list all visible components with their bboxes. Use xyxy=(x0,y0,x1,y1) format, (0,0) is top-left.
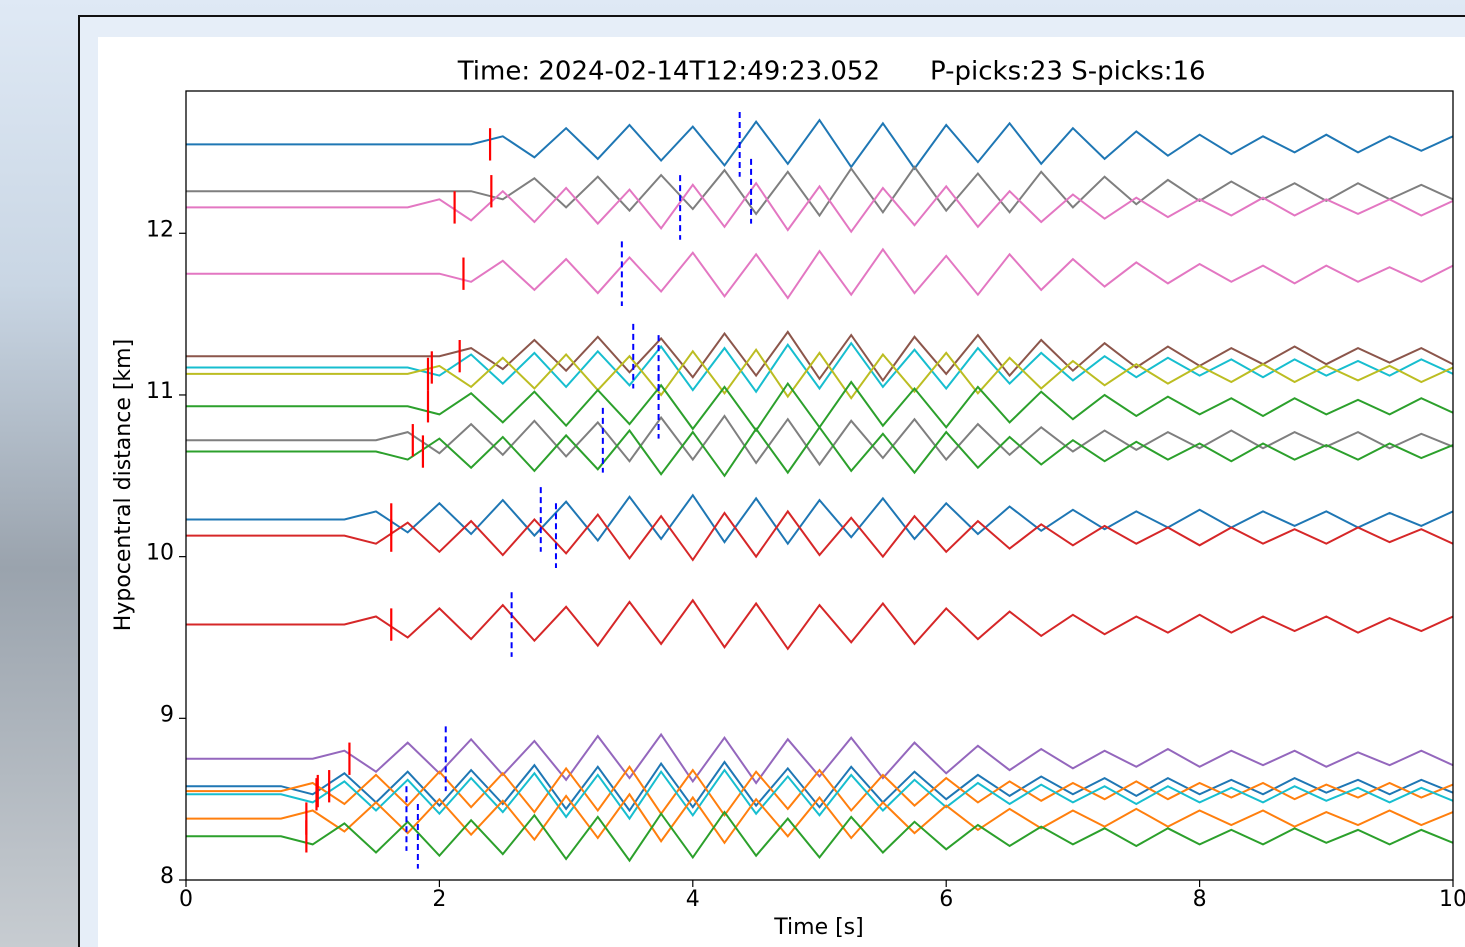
y-tick-label: 9 xyxy=(160,702,174,727)
y-tick-label: 12 xyxy=(146,217,174,242)
traces xyxy=(186,112,1453,869)
x-tick-label: 0 xyxy=(179,887,193,912)
y-tick-label: 8 xyxy=(160,864,174,889)
plot-frame xyxy=(185,90,1454,881)
waveform xyxy=(186,509,1453,562)
figure xyxy=(98,37,1465,947)
waveform xyxy=(186,768,1453,821)
waveform xyxy=(186,810,1453,863)
waveform xyxy=(186,414,1453,467)
waveform xyxy=(186,425,1453,478)
waveform xyxy=(186,165,1453,218)
chart-subtitle: P-picks:23 S-picks:16 xyxy=(930,57,1206,87)
waveform xyxy=(186,330,1453,383)
waveform xyxy=(186,792,1453,845)
waveform xyxy=(186,598,1453,651)
chart-title: Time: 2024-02-14T12:49:23.052 xyxy=(457,57,880,87)
waveform xyxy=(186,347,1453,400)
x-tick-label: 6 xyxy=(939,887,953,912)
x-tick-label: 8 xyxy=(1193,887,1207,912)
waveform xyxy=(186,493,1453,546)
waveform xyxy=(186,181,1453,234)
x-tick-label: 10 xyxy=(1439,887,1465,912)
waveform xyxy=(186,760,1453,813)
y-tick-label: 10 xyxy=(146,541,174,566)
waveform xyxy=(186,732,1453,785)
waveform xyxy=(186,118,1453,171)
y-tick-label: 11 xyxy=(146,379,174,404)
y-axis-label: Hypocentral distance [km] xyxy=(111,339,136,631)
waveform xyxy=(186,341,1453,394)
waveform xyxy=(186,247,1453,300)
x-axis-label: Time [s] xyxy=(773,915,863,940)
x-tick-label: 4 xyxy=(686,887,700,912)
x-tick-label: 2 xyxy=(432,887,446,912)
